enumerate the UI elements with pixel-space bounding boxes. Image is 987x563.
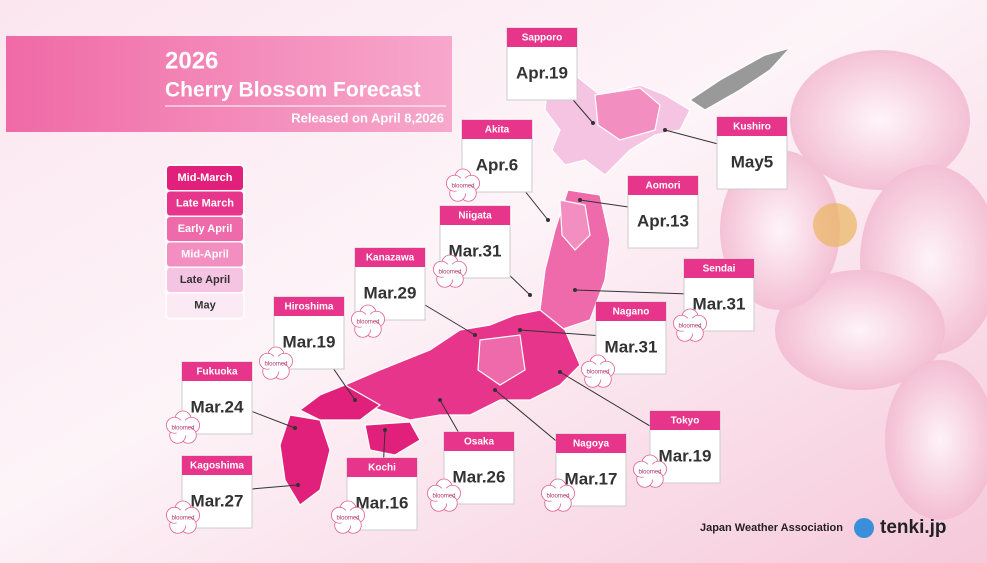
city-name: Kanazawa <box>366 253 415 264</box>
title-year: 2026 <box>165 47 218 74</box>
city-name: Kushiro <box>733 122 771 133</box>
city-name: Fukuoka <box>196 367 238 378</box>
city-point <box>528 293 532 297</box>
title: Cherry Blossom Forecast <box>165 79 421 102</box>
legend-label: May <box>194 299 216 311</box>
city-point <box>353 398 357 402</box>
legend-label: Mid-April <box>181 248 229 260</box>
city-point <box>578 198 582 202</box>
city-name: Hiroshima <box>285 302 334 313</box>
city-point <box>293 426 297 430</box>
badge-label: bloomed <box>438 270 461 276</box>
city-point <box>518 328 522 332</box>
forecast-date: May5 <box>731 152 774 171</box>
forecast-date: Apr.13 <box>637 211 689 230</box>
city-point <box>383 428 387 432</box>
badge-label: bloomed <box>586 370 609 376</box>
legend-label: Late March <box>176 197 234 209</box>
forecast-date: Mar.24 <box>191 397 244 416</box>
brand-logo <box>854 518 874 538</box>
organization: Japan Weather Association <box>700 522 843 534</box>
city-point <box>296 483 300 487</box>
badge-label: bloomed <box>171 516 194 522</box>
city-card: Sapporo Apr.19 <box>507 28 577 100</box>
badge-label: bloomed <box>678 324 701 330</box>
city-name: Tokyo <box>671 416 700 427</box>
city-name: Nagano <box>613 307 650 318</box>
legend: Mid-March Late March Early April Mid-April L… <box>165 164 245 320</box>
city-name: Nagoya <box>573 439 610 450</box>
release-date: Released on April 8,2026 <box>291 110 444 125</box>
badge-label: bloomed <box>264 362 287 368</box>
city-name: Osaka <box>464 437 494 448</box>
badge-label: bloomed <box>432 494 455 500</box>
forecast-date: Mar.17 <box>565 469 618 488</box>
forecast-date: Mar.19 <box>659 446 712 465</box>
city-name: Kagoshima <box>190 461 244 472</box>
brand: tenki.jp <box>880 517 947 538</box>
forecast-date: Mar.31 <box>693 294 746 313</box>
city-card: Kushiro May5 <box>717 117 787 189</box>
badge-label: bloomed <box>638 470 661 476</box>
forecast-date: Mar.26 <box>453 467 506 486</box>
forecast-date: Mar.19 <box>283 332 336 351</box>
city-point <box>546 218 550 222</box>
city-point <box>473 333 477 337</box>
badge-label: bloomed <box>336 516 359 522</box>
city-name: Sapporo <box>522 33 563 44</box>
forecast-date: Mar.29 <box>364 283 417 302</box>
badge-label: bloomed <box>356 320 379 326</box>
city-point <box>663 128 667 132</box>
legend-label: Early April <box>178 223 233 235</box>
forecast-date: Mar.16 <box>356 493 409 512</box>
forecast-date: Mar.31 <box>605 337 658 356</box>
city-point <box>573 288 577 292</box>
badge-label: bloomed <box>451 184 474 190</box>
badge-label: bloomed <box>171 426 194 432</box>
city-name: Kochi <box>368 463 396 474</box>
city-name: Sendai <box>703 264 736 275</box>
forecast-date: Mar.27 <box>191 491 244 510</box>
legend-label: Mid-March <box>178 172 233 184</box>
city-name: Akita <box>485 125 510 136</box>
forecast-date: Apr.19 <box>516 63 568 82</box>
badge-label: bloomed <box>546 494 569 500</box>
city-name: Niigata <box>458 211 492 222</box>
city-card: Aomori Apr.13 <box>628 176 698 248</box>
forecast-date: Mar.31 <box>449 241 502 260</box>
city-point <box>493 388 497 392</box>
forecast-date: Apr.6 <box>476 155 519 174</box>
infographic: 2026 Cherry Blossom Forecast Released on… <box>0 0 987 563</box>
city-name: Aomori <box>646 181 681 192</box>
legend-label: Late April <box>180 274 230 286</box>
city-point <box>591 121 595 125</box>
city-point <box>438 398 442 402</box>
city-point <box>558 370 562 374</box>
